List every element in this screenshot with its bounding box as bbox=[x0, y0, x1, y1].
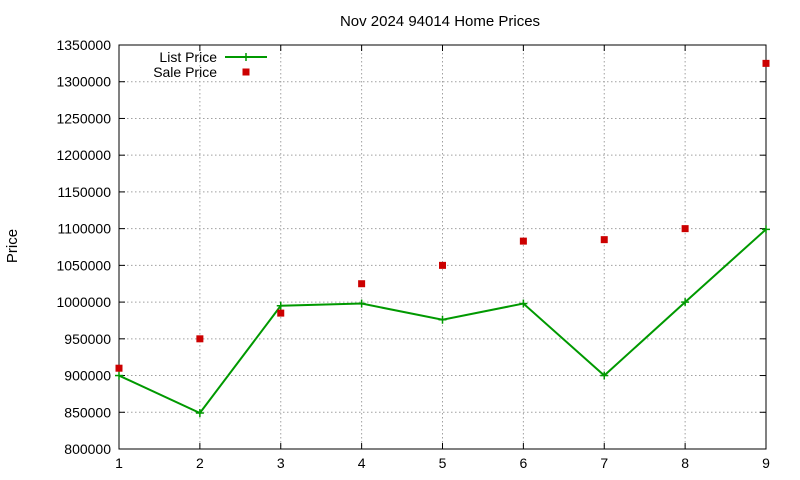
legend-label-sale-price: Sale Price bbox=[153, 64, 217, 80]
list-price-point bbox=[681, 298, 690, 307]
grid-lines bbox=[119, 45, 766, 449]
y-tick-label: 1150000 bbox=[58, 184, 112, 200]
y-tick-label: 1000000 bbox=[56, 294, 111, 310]
sale-price-point bbox=[439, 261, 446, 269]
x-tick-label: 6 bbox=[519, 455, 527, 471]
x-tick-label: 3 bbox=[277, 455, 285, 471]
list-price-point bbox=[242, 53, 250, 61]
x-tick-label: 1 bbox=[115, 455, 123, 471]
y-tick-label: 1350000 bbox=[56, 37, 111, 53]
y-tick-label: 1200000 bbox=[56, 147, 111, 163]
list-price-point bbox=[438, 315, 447, 324]
sale-price-point bbox=[519, 237, 527, 245]
series bbox=[115, 59, 770, 418]
sale-price-point bbox=[358, 280, 366, 288]
list-price-point bbox=[195, 409, 204, 418]
list-price-point bbox=[762, 225, 770, 234]
list-price-series bbox=[115, 225, 770, 418]
sale-price-series bbox=[115, 59, 770, 372]
y-axis-label: Price bbox=[4, 229, 21, 263]
y-tick-label: 950000 bbox=[64, 331, 111, 347]
list-price-point bbox=[357, 299, 366, 308]
x-tick-label: 9 bbox=[762, 455, 770, 471]
sale-price-point bbox=[115, 364, 123, 372]
sale-price-point bbox=[196, 335, 204, 343]
y-tick-label: 1050000 bbox=[56, 257, 111, 273]
x-tick-label: 4 bbox=[358, 455, 366, 471]
sale-price-point bbox=[762, 59, 770, 67]
x-tick-label: 7 bbox=[600, 455, 608, 471]
y-tick-label: 1250000 bbox=[56, 110, 111, 126]
y-tick-label: 900000 bbox=[64, 368, 111, 384]
y-tick-label: 800000 bbox=[64, 441, 111, 457]
sale-price-point bbox=[681, 225, 689, 233]
list-price-point bbox=[519, 299, 528, 308]
axis-ticks: 8000008500009000009500001000000105000011… bbox=[56, 37, 770, 471]
list-price-point bbox=[115, 371, 123, 380]
y-tick-label: 850000 bbox=[64, 404, 111, 420]
list-price-point bbox=[600, 371, 609, 380]
sale-price-point bbox=[277, 309, 285, 317]
sale-price-point bbox=[600, 236, 608, 244]
y-tick-label: 1300000 bbox=[56, 74, 111, 90]
list-price-point bbox=[276, 301, 285, 310]
legend-swatch-sale-price bbox=[242, 68, 250, 76]
x-tick-label: 8 bbox=[681, 455, 689, 471]
x-tick-label: 5 bbox=[439, 455, 447, 471]
x-tick-label: 2 bbox=[196, 455, 204, 471]
chart-title: Nov 2024 94014 Home Prices bbox=[340, 13, 540, 30]
legend-label-list-price: List Price bbox=[159, 49, 217, 65]
y-tick-label: 1100000 bbox=[58, 221, 112, 237]
